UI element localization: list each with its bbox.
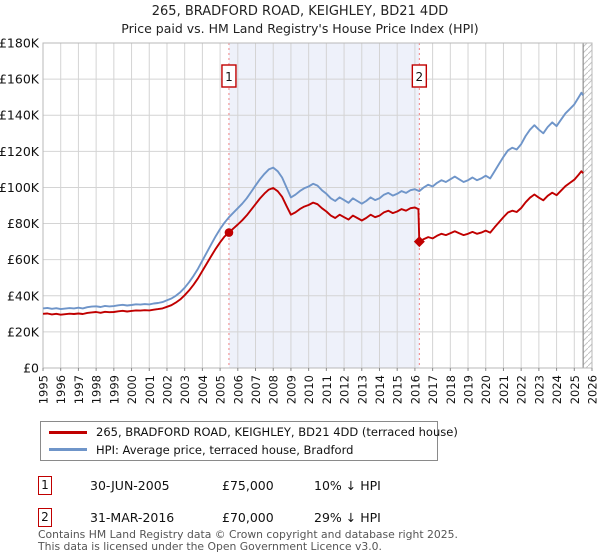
transaction-row-2: 2 31-MAR-2016 £70,000 29% ↓ HPI bbox=[38, 506, 578, 528]
y-axis-label: £100K bbox=[0, 180, 40, 195]
transaction-2-hpi-diff: 29% ↓ HPI bbox=[314, 509, 381, 525]
y-axis-label: £20K bbox=[7, 324, 40, 339]
legend-label: 265, BRADFORD ROAD, KEIGHLEY, BD21 4DD (… bbox=[96, 425, 458, 440]
legend-item-hpi: HPI: Average price, terraced house, Brad… bbox=[49, 443, 429, 458]
x-axis-label: 2005 bbox=[214, 375, 228, 404]
sale-marker-2 bbox=[413, 236, 425, 248]
transaction-2-date: 31-MAR-2016 bbox=[90, 509, 175, 525]
x-axis-label: 2010 bbox=[302, 375, 316, 404]
transaction-2-price: £70,000 bbox=[222, 509, 274, 525]
y-axis-label: £0 bbox=[23, 361, 39, 376]
x-axis-label: 2022 bbox=[515, 375, 529, 404]
x-axis-label: 2000 bbox=[125, 375, 139, 404]
transaction-1-number-badge: 1 bbox=[38, 475, 52, 495]
x-axis-label: 2026 bbox=[586, 375, 600, 404]
x-axis-label: 2018 bbox=[444, 375, 458, 404]
x-axis-label: 2019 bbox=[462, 375, 476, 404]
transaction-1-date: 30-JUN-2005 bbox=[90, 477, 170, 493]
footer-line-2: This data is licensed under the Open Gov… bbox=[38, 539, 382, 553]
hpi-line-swatch bbox=[49, 448, 87, 452]
x-axis-label: 1997 bbox=[72, 375, 86, 404]
sale-flag-label-2: 2 bbox=[416, 70, 424, 84]
x-axis-label: 2009 bbox=[284, 375, 298, 404]
y-axis-label: £120K bbox=[0, 144, 40, 159]
x-axis-label: 2006 bbox=[231, 375, 245, 404]
x-axis-label: 1998 bbox=[90, 375, 104, 404]
x-axis-label: 2008 bbox=[267, 375, 281, 404]
x-axis-label: 2004 bbox=[196, 375, 210, 404]
between-sales-shade bbox=[228, 43, 420, 368]
x-axis-label: 2011 bbox=[320, 375, 334, 404]
x-axis-label: 1999 bbox=[107, 375, 121, 404]
transaction-1-price: £75,000 bbox=[222, 477, 274, 493]
x-axis-label: 2013 bbox=[355, 375, 369, 404]
chart-legend: 265, BRADFORD ROAD, KEIGHLEY, BD21 4DD (… bbox=[40, 421, 458, 461]
page-subtitle: Price paid vs. HM Land Registry's House … bbox=[121, 21, 479, 36]
x-axis-label: 2003 bbox=[178, 375, 192, 404]
x-axis-label: 2024 bbox=[550, 375, 564, 404]
price-chart: 1 2 £0 £20K £40K £60K £80K £100K £120K £140K £160K… bbox=[0, 36, 600, 405]
transaction-1-hpi-diff: 10% ↓ HPI bbox=[314, 477, 381, 493]
license-footer: Contains HM Land Registry data © Crown c… bbox=[38, 529, 598, 552]
legend-label: HPI: Average price, terraced house, Brad… bbox=[96, 442, 354, 457]
x-axis-label: 2021 bbox=[497, 375, 511, 404]
x-axis-label: 2012 bbox=[338, 375, 352, 404]
sale-flag-label-1: 1 bbox=[225, 70, 233, 84]
x-axis-label: 2023 bbox=[532, 375, 546, 404]
sale-marker-1 bbox=[224, 228, 234, 237]
series-line-hpi bbox=[42, 91, 584, 311]
y-axis-label: £160K bbox=[0, 72, 40, 87]
x-axis-label: 2015 bbox=[391, 375, 405, 404]
x-axis-label: 2007 bbox=[249, 375, 263, 404]
plot-border bbox=[42, 42, 593, 369]
x-axis-label: 2025 bbox=[568, 375, 582, 404]
y-axis-label: £40K bbox=[7, 288, 40, 303]
sale-flag-box-2 bbox=[411, 64, 428, 88]
x-axis-label: 2020 bbox=[479, 375, 493, 404]
y-axis-label: £140K bbox=[0, 108, 40, 123]
y-axis-label: £60K bbox=[7, 252, 40, 267]
y-axis-label: £80K bbox=[7, 216, 40, 231]
footer-line-1: Contains HM Land Registry data © Crown c… bbox=[38, 528, 458, 541]
future-hatch-region bbox=[583, 43, 592, 368]
sale-flag-box-1 bbox=[221, 64, 237, 88]
x-axis-label: 2002 bbox=[160, 375, 174, 404]
x-axis-label: 2017 bbox=[426, 375, 440, 404]
transaction-row-1: 1 30-JUN-2005 £75,000 10% ↓ HPI bbox=[38, 474, 578, 496]
x-axis-label: 1995 bbox=[37, 375, 51, 404]
x-axis-label: 2001 bbox=[143, 375, 157, 404]
price-paid-line-swatch bbox=[49, 430, 87, 434]
x-axis-label: 2014 bbox=[373, 375, 387, 404]
legend-item-price-paid: 265, BRADFORD ROAD, KEIGHLEY, BD21 4DD (… bbox=[49, 425, 458, 440]
x-axis-label: 2016 bbox=[408, 375, 422, 404]
series-line-price-paid bbox=[42, 170, 584, 316]
page-title: 265, BRADFORD ROAD, KEIGHLEY, BD21 4DD bbox=[151, 4, 449, 19]
y-axis-label: £180K bbox=[0, 36, 40, 51]
x-axis-label: 1996 bbox=[54, 375, 68, 404]
transaction-2-number-badge: 2 bbox=[38, 507, 52, 527]
